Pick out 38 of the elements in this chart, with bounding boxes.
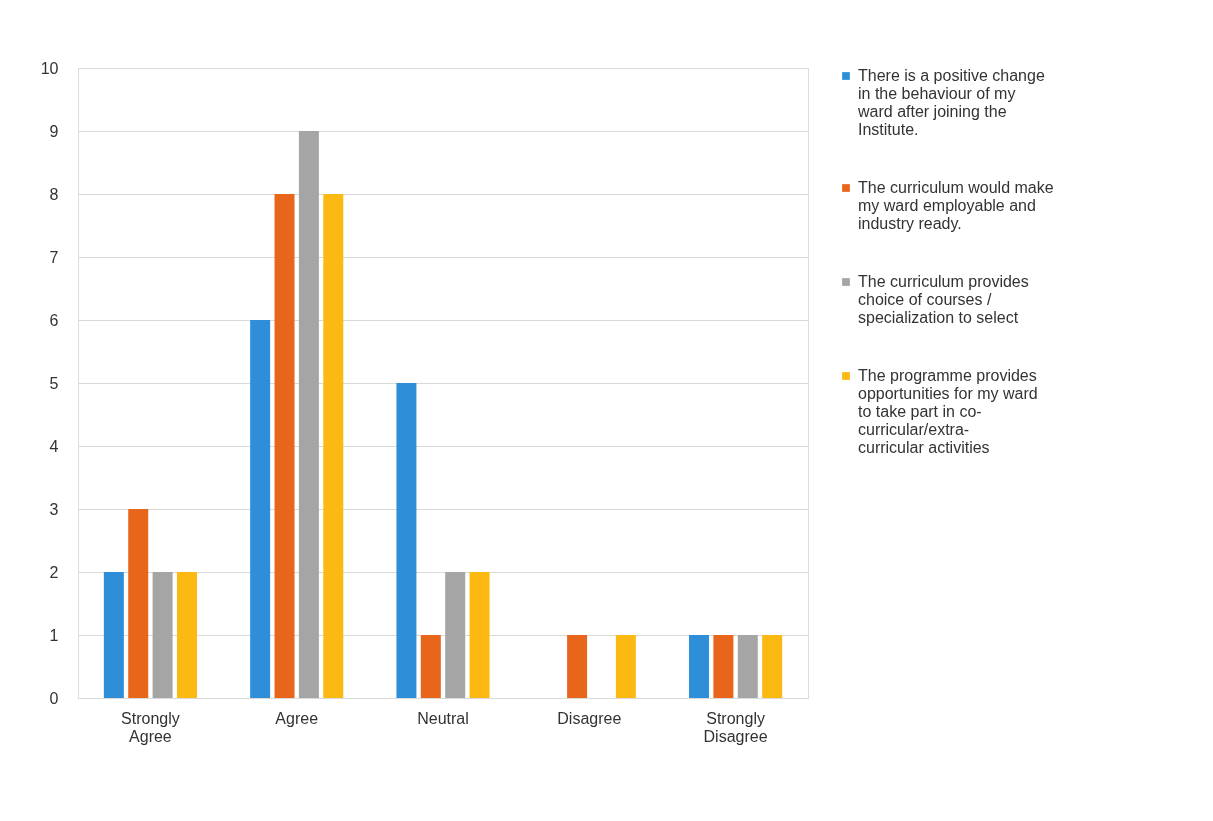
bar — [445, 572, 466, 698]
bar — [469, 572, 490, 698]
bar — [152, 572, 173, 698]
y-tick-label: 4 — [49, 437, 59, 455]
bar — [250, 320, 271, 698]
x-tick-label: Neutral — [417, 709, 469, 727]
x-tick-label: Disagree — [557, 709, 622, 727]
y-tick-label: 0 — [49, 689, 59, 707]
x-tick-label: Strongly Disagree — [703, 709, 768, 745]
bar — [128, 509, 149, 698]
bar — [396, 383, 417, 698]
y-tick-label: 8 — [49, 185, 59, 203]
bar — [737, 635, 758, 698]
x-tick-label: Agree — [275, 709, 319, 727]
y-tick-label: 6 — [49, 311, 59, 329]
bar — [323, 194, 344, 698]
bar — [689, 635, 710, 698]
y-tick-label: 10 — [40, 59, 59, 77]
bar — [298, 131, 319, 698]
legend-label: There is a positive change in the behaviour of my ward after joining the Institute. — [857, 67, 1045, 138]
bar — [176, 572, 197, 698]
y-tick-label: 7 — [49, 248, 59, 266]
bar — [615, 635, 636, 698]
y-tick-label: 1 — [49, 626, 59, 644]
bar — [274, 194, 295, 698]
y-tick-label: 3 — [49, 500, 59, 518]
legend-label: The curriculum provides choice of courses / specialization to select — [858, 273, 1029, 326]
bar — [762, 635, 783, 698]
x-tick-label: Strongly Agree — [121, 709, 180, 745]
y-tick-label: 2 — [49, 563, 59, 581]
legend-label: The programme provides opportunities for my ward to take part in co-curricular/extra-curricular activities — [858, 367, 1038, 456]
bar — [103, 572, 124, 698]
legend-label: The curriculum would make my ward employable and industry ready. — [858, 179, 1054, 232]
bar — [713, 635, 734, 698]
y-tick-label: 5 — [49, 374, 59, 392]
y-tick-label: 9 — [49, 122, 59, 140]
bar — [420, 635, 441, 698]
bar — [567, 635, 588, 698]
